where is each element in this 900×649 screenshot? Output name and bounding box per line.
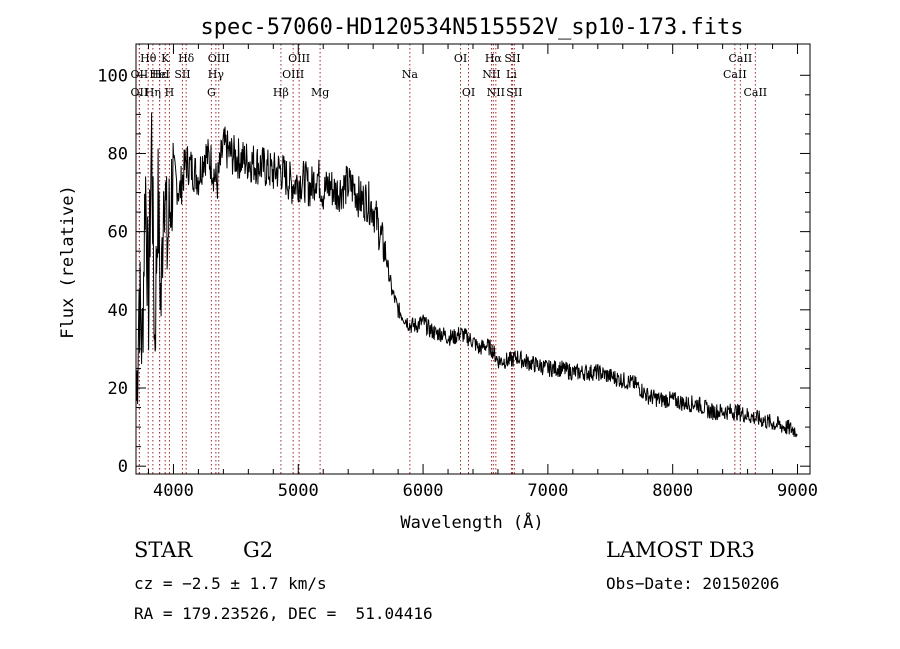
line-label: CaII [729,52,753,65]
y-tick-label: 40 [108,301,128,321]
line-markers [138,44,756,474]
line-label: SII [174,68,190,81]
object-class: STAR [134,538,193,562]
line-label: OII [131,86,149,99]
line-label: SII [506,86,522,99]
x-tick-label: 8000 [652,481,693,501]
chart-title: spec-57060-HD120534N515552V_sp10-173.fit… [200,15,743,40]
line-label: Li [506,68,517,81]
line-label: OI [454,52,467,65]
y-axis: 0 20 40 60 80 100 [97,66,810,477]
line-label: G [207,86,216,99]
line-label: Hγ [208,68,225,81]
coordinates: RA = 179.23526, DEC = 51.04416 [134,604,433,623]
line-label: Hα [485,52,503,65]
line-label: Hε [152,68,168,81]
y-tick-label: 80 [108,144,128,164]
line-label: NII [482,68,500,81]
x-axis-label: Wavelength (Å) [400,511,543,533]
line-label: HeI [149,68,169,81]
line-label: CaII [743,86,767,99]
line-label: Hδ [178,52,195,65]
redshift-info: cz = −2.5 ± 1.7 km/s [134,574,327,593]
line-label: Hβ [273,86,289,99]
line-label: H [165,86,175,99]
line-label: Hη [145,86,161,99]
line-label: SII [504,52,520,65]
line-label: OIII [282,68,304,81]
y-tick-label: 0 [118,457,128,477]
line-label: OII [131,68,149,81]
x-tick-label: 9000 [777,481,818,501]
x-tick-label: 7000 [527,481,568,501]
line-label: OIII [208,52,230,65]
line-label: CaII [723,68,747,81]
line-label: K [161,52,170,65]
spectrum-line [136,112,798,438]
x-axis: 4000 5000 6000 7000 8000 9000 [147,44,818,501]
line-label: OI [462,86,475,99]
observation-date: Obs−Date: 20150206 [606,574,780,593]
line-label: OIII [288,52,310,65]
survey-name: LAMOST DR3 [606,538,755,562]
y-tick-label: 20 [108,379,128,399]
y-tick-label: 100 [97,66,128,86]
y-tick-label: 60 [108,223,128,243]
y-axis-label: Flux (relative) [58,185,78,339]
spectrum-series [136,112,798,438]
line-label: Na [402,68,419,81]
object-subclass: G2 [243,538,274,562]
line-label: Hθ [140,52,157,65]
x-tick-label: 6000 [403,481,444,501]
x-tick-label: 5000 [278,481,319,501]
x-tick-label: 4000 [153,481,194,501]
line-label: Mg [311,86,329,99]
line-label: NII [487,86,505,99]
